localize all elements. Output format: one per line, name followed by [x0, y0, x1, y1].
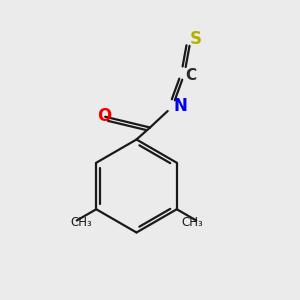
Text: S: S	[190, 30, 202, 48]
Text: O: O	[97, 107, 111, 125]
Text: CH₃: CH₃	[181, 216, 203, 230]
Text: CH₃: CH₃	[70, 216, 92, 230]
Text: C: C	[185, 68, 197, 82]
Text: N: N	[173, 97, 187, 115]
